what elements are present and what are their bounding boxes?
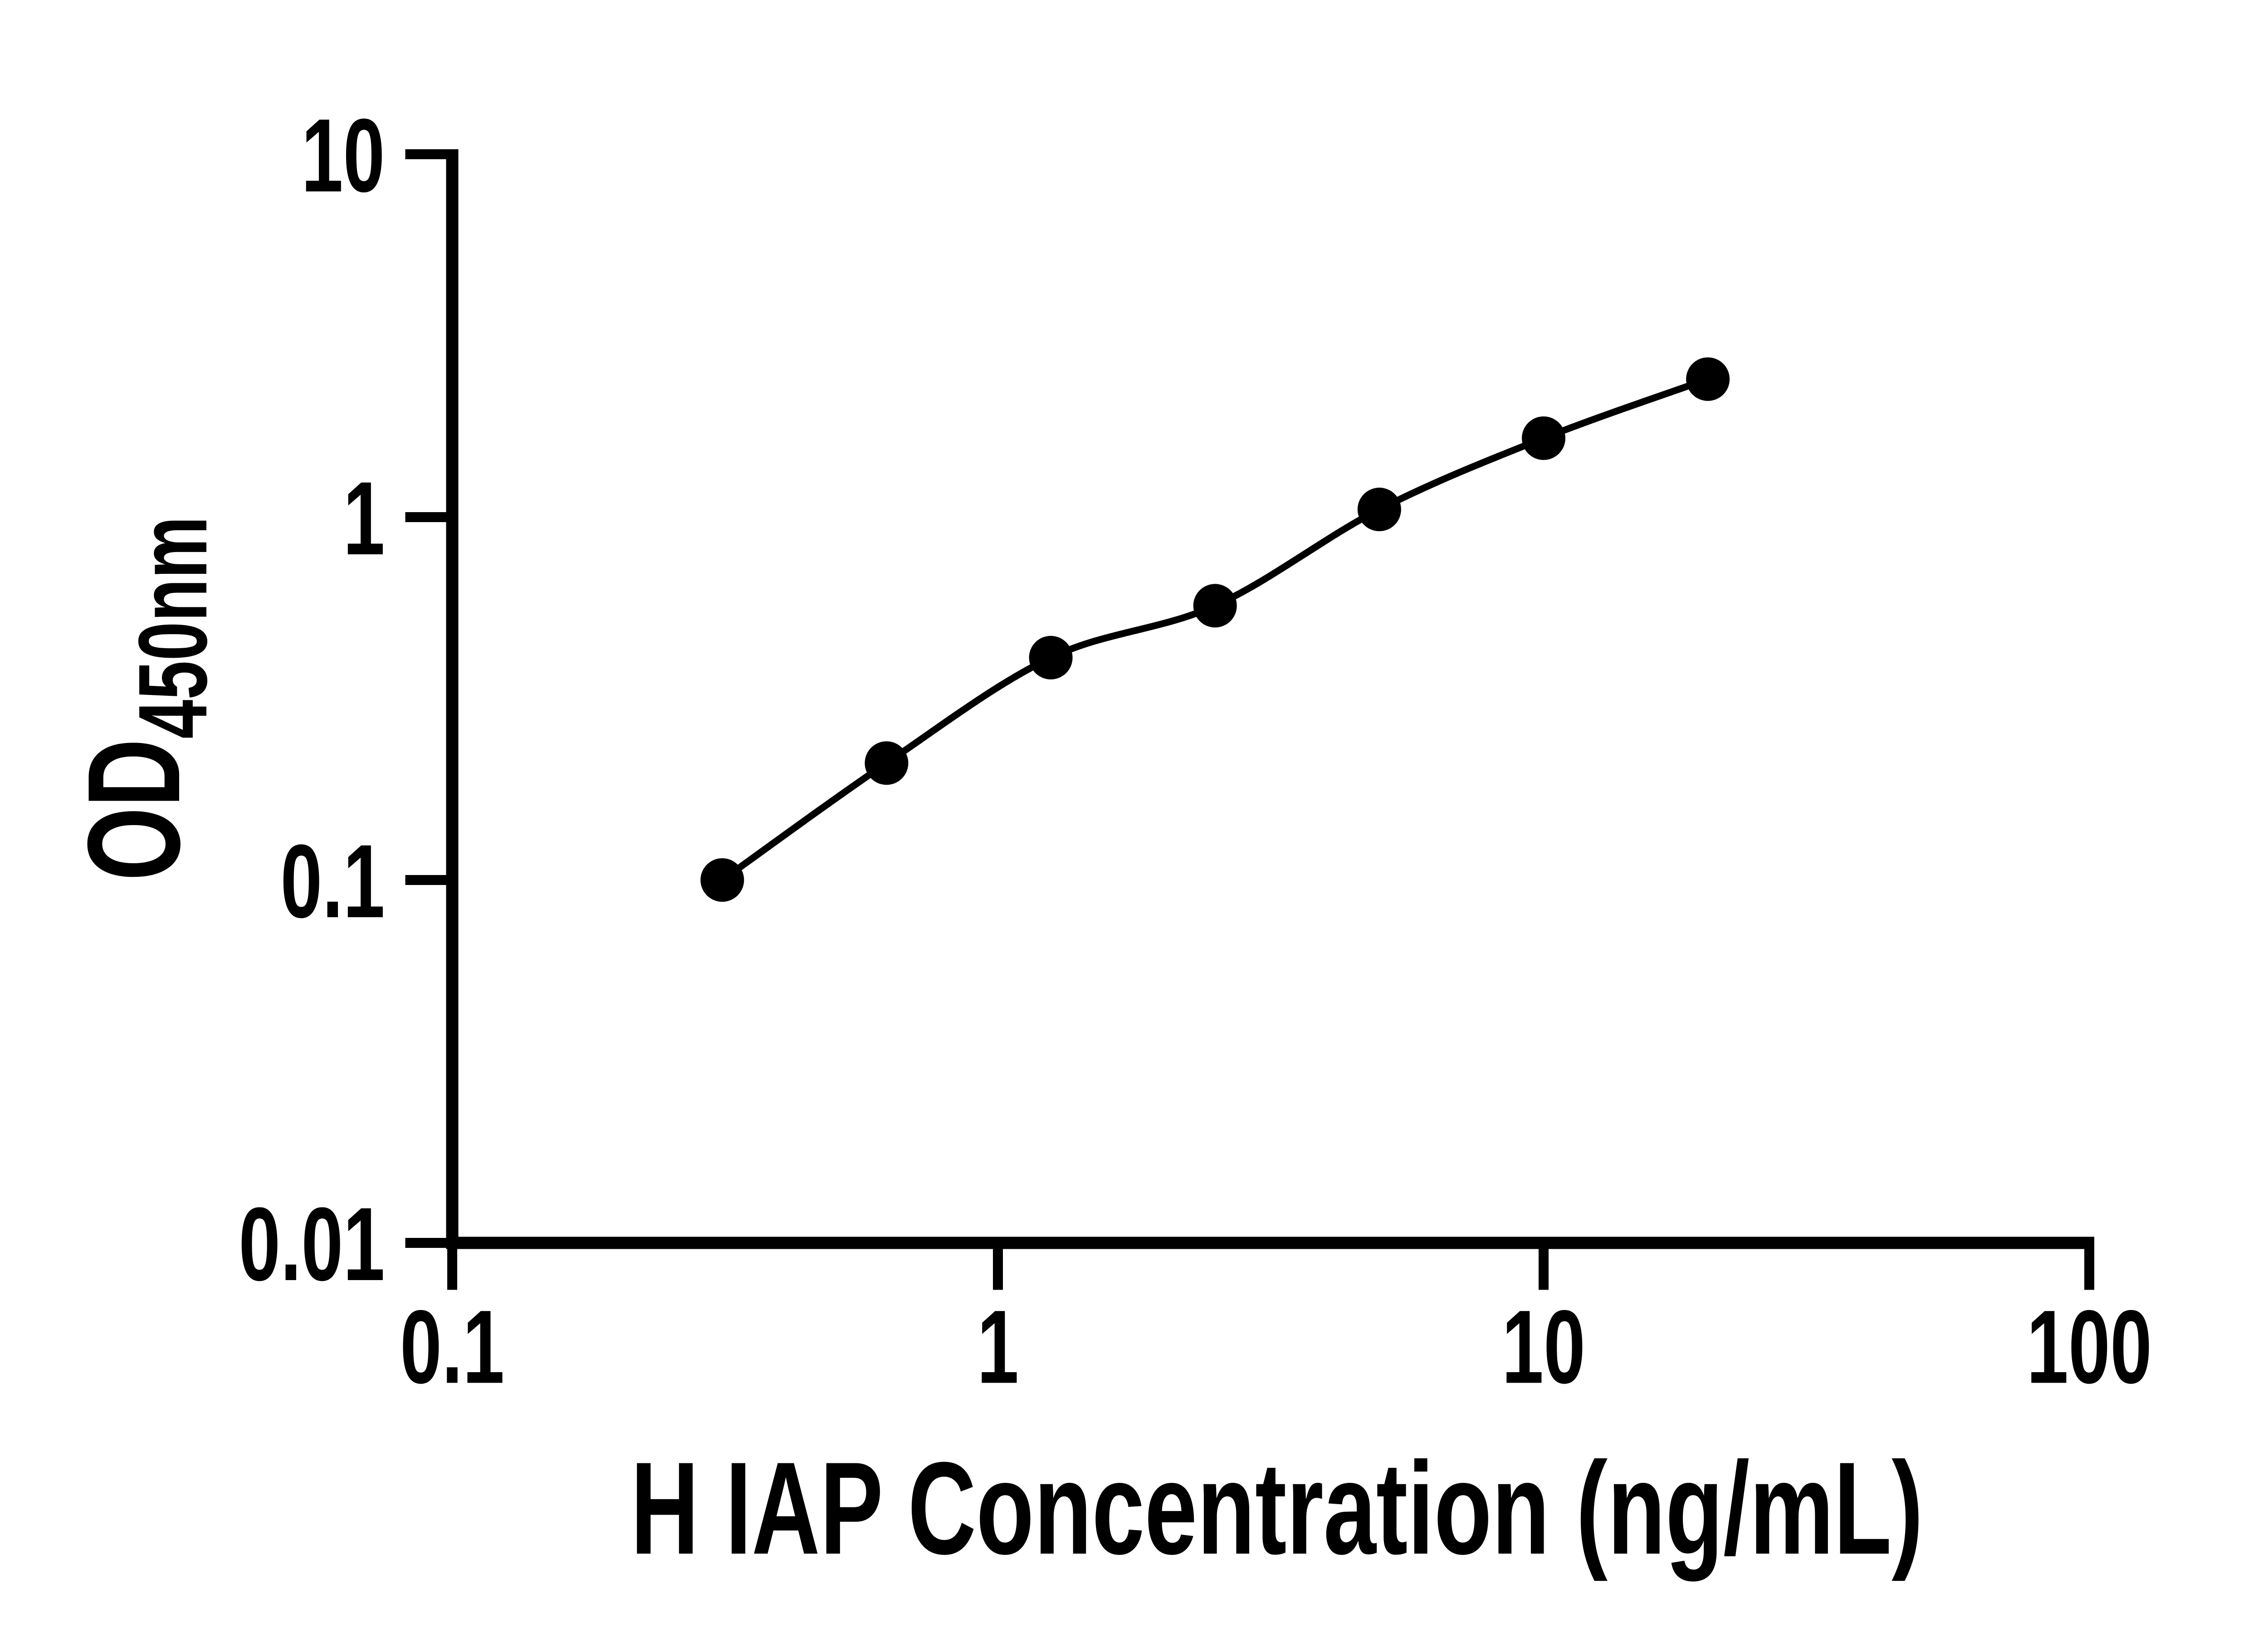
x-tick-label-group: 0.1 [400, 1289, 504, 1405]
data-point [1193, 584, 1237, 628]
x-axis-title-text: H IAP Concentration (ng/mL) [631, 1434, 1923, 1582]
axis-spines [446, 149, 2094, 1249]
y-tick-label: 0.01 [239, 1186, 385, 1302]
y-axis-title: OD450nm [60, 516, 227, 881]
x-tick-label: 10 [1502, 1289, 1585, 1405]
y-tick-label: 1 [343, 460, 385, 577]
data-point [865, 741, 909, 785]
y-tick-label-group: 0.1 [280, 823, 385, 939]
y-tick-label: 0.1 [280, 823, 385, 939]
y-tick-label-group: 1 [343, 460, 385, 577]
data-point [1357, 488, 1401, 532]
x-tick-label: 0.1 [400, 1289, 504, 1405]
y-axis-title-subscript: 450nm [118, 516, 227, 738]
data-point [700, 858, 744, 902]
data-layer [700, 357, 1730, 902]
x-tick-label: 1 [977, 1289, 1019, 1405]
y-tick-label: 10 [301, 98, 385, 214]
x-axis-title: H IAP Concentration (ng/mL) [631, 1434, 1923, 1582]
x-tick-label: 100 [2027, 1289, 2152, 1405]
fit-curve [719, 376, 1711, 884]
x-tick-label-group: 10 [1502, 1289, 1585, 1405]
x-tick-label-group: 1 [977, 1289, 1019, 1405]
y-axis-title-text: OD450nm [60, 516, 227, 881]
y-axis-title-main: OD [60, 739, 207, 881]
data-point [1522, 416, 1565, 460]
x-tick-label-group: 100 [2027, 1289, 2152, 1405]
data-point [1029, 636, 1073, 680]
y-tick-label-group: 0.01 [239, 1186, 385, 1302]
y-tick-label-group: 10 [301, 98, 385, 214]
data-point [1686, 357, 1730, 401]
